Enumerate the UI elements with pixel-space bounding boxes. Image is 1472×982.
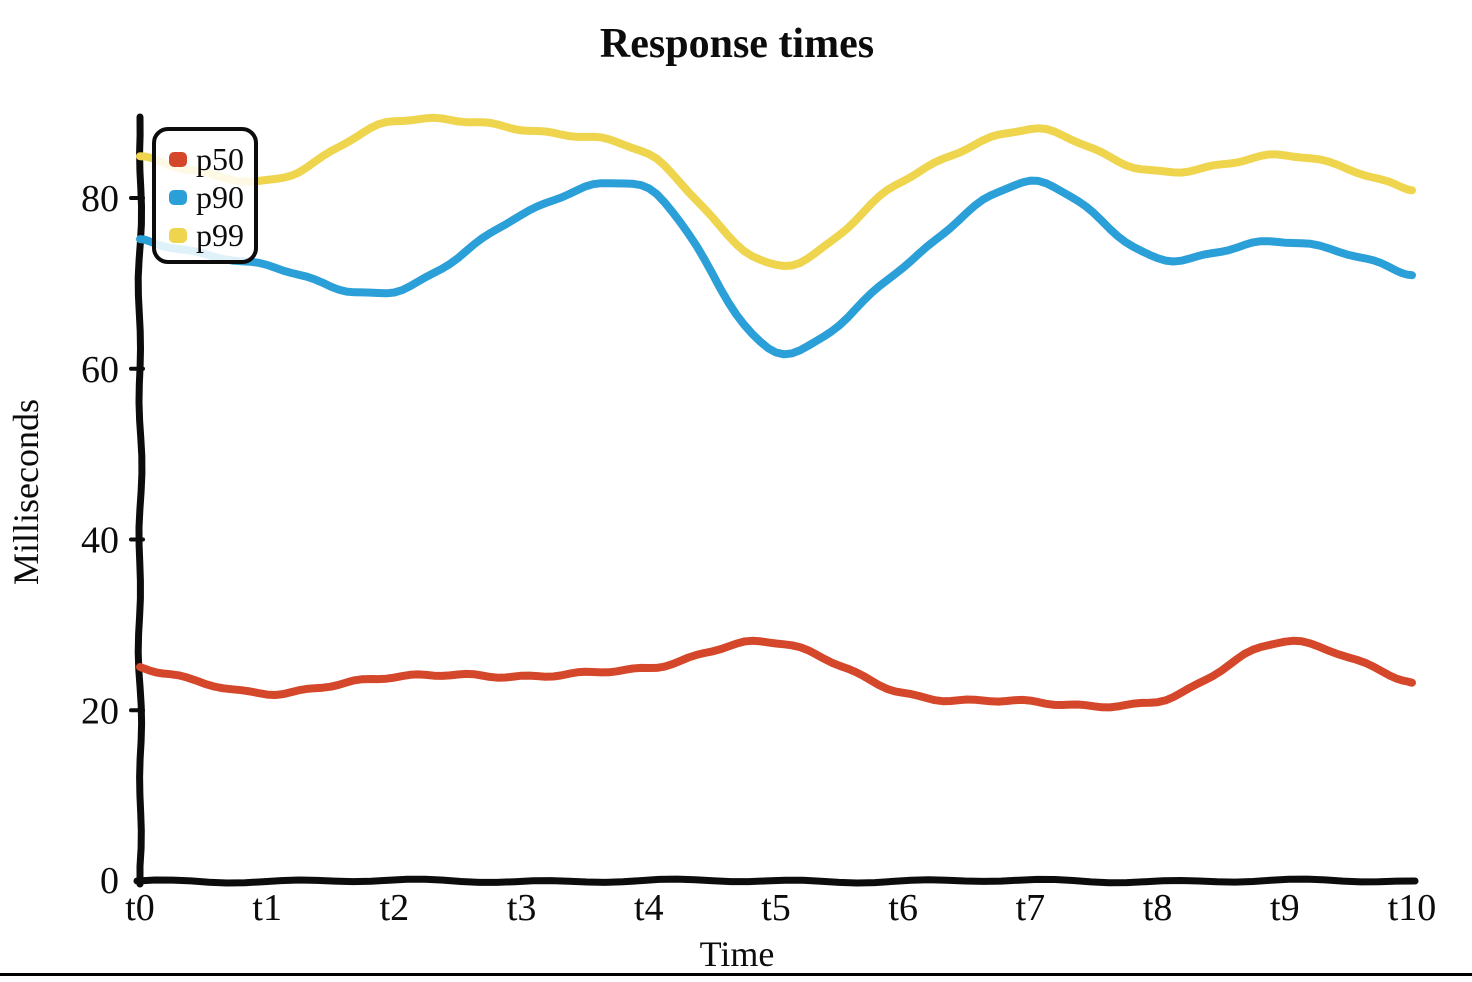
legend-label: p90	[196, 179, 244, 215]
series-line-p50	[136, 636, 1416, 712]
x-tick-label-t10: t10	[1388, 887, 1437, 929]
x-axis	[133, 875, 1419, 887]
x-tick-label-t3: t3	[507, 887, 537, 929]
x-tick-label-t8: t8	[1143, 887, 1173, 929]
y-tick-label-0: 0	[100, 860, 119, 902]
y-axis-ticks	[129, 196, 145, 713]
y-tick-label-20: 20	[81, 690, 119, 732]
legend-item-p99: p99	[169, 216, 254, 254]
x-tick-label-t0: t0	[125, 887, 155, 929]
x-axis-tick-labels: t0 t1 t2 t3 t4 t5 t6 t7 t8 t9 t10	[125, 887, 1436, 929]
legend-marker-p90-icon	[169, 189, 187, 205]
y-axis-tick-labels: 0 20 40 60 80	[81, 178, 119, 902]
x-tick-label-t4: t4	[634, 887, 664, 929]
x-tick-label-t9: t9	[1270, 887, 1300, 929]
x-tick-label-t5: t5	[761, 887, 791, 929]
legend-item-p90: p90	[169, 178, 254, 216]
y-axis-label: Milliseconds	[6, 399, 46, 585]
y-tick-label-80: 80	[81, 178, 119, 220]
x-tick-label-t2: t2	[380, 887, 410, 929]
legend: p50 p90 p99	[152, 127, 258, 264]
x-tick-label-t6: t6	[888, 887, 918, 929]
x-tick-label-t7: t7	[1016, 887, 1046, 929]
x-axis-label: Time	[700, 934, 775, 974]
chart-title: Response times	[600, 21, 874, 67]
axes	[133, 113, 1419, 888]
series-line-p99	[136, 113, 1416, 270]
legend-marker-p50-icon	[169, 151, 187, 167]
y-axis	[134, 113, 146, 888]
legend-marker-p99-icon	[169, 227, 187, 243]
legend-item-p50: p50	[169, 140, 254, 178]
y-tick-label-60: 60	[81, 349, 119, 391]
legend-label: p50	[196, 141, 244, 177]
series-lines	[136, 113, 1416, 712]
y-tick-label-40: 40	[81, 520, 119, 562]
legend-label: p99	[196, 217, 244, 253]
series-line-p90	[136, 176, 1416, 359]
bottom-border-line	[0, 973, 1472, 976]
x-tick-label-t1: t1	[252, 887, 282, 929]
